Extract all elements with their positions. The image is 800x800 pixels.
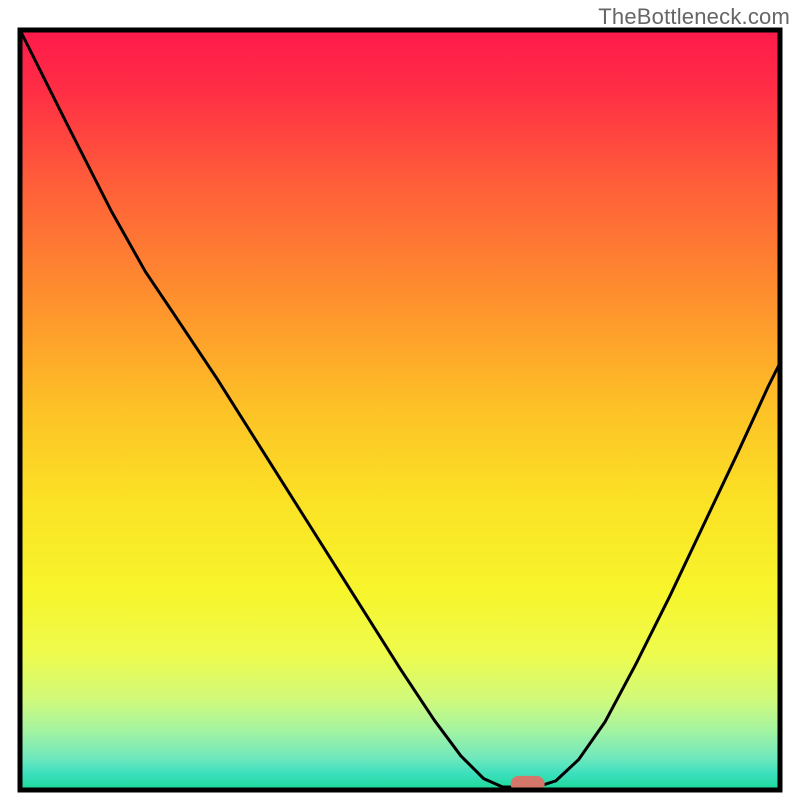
bottleneck-chart: TheBottleneck.com [0, 0, 800, 800]
chart-svg [0, 0, 800, 800]
gradient-background [20, 30, 780, 790]
watermark-text: TheBottleneck.com [598, 4, 790, 30]
plot-area [20, 30, 780, 792]
